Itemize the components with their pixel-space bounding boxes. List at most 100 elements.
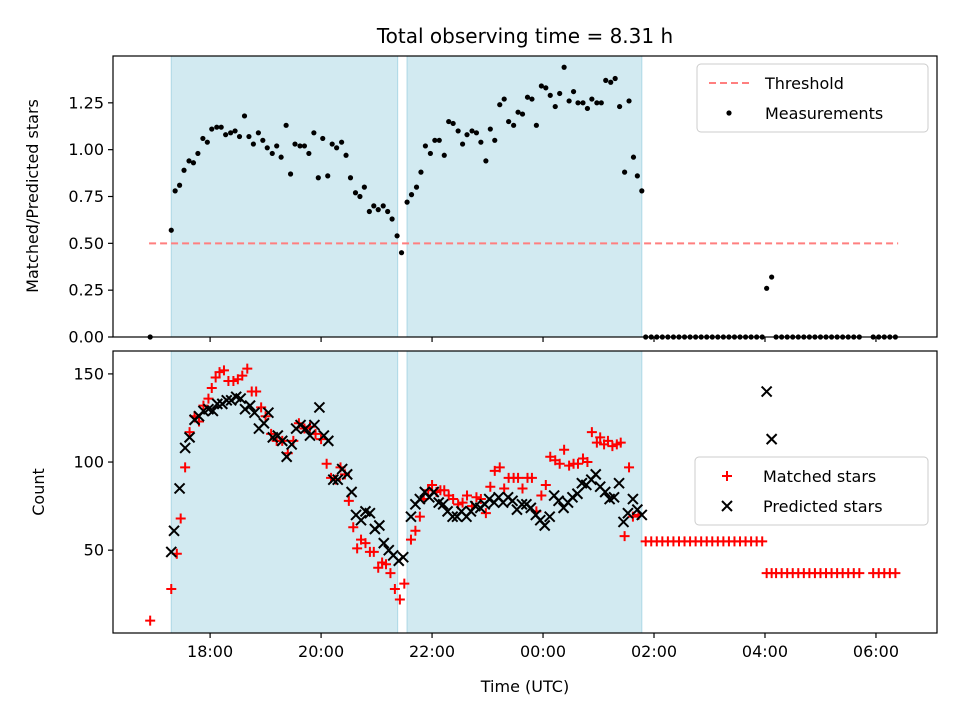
predicted-star-point — [221, 394, 233, 407]
measurement-point — [483, 158, 489, 164]
predicted-star-point — [765, 433, 778, 445]
matched-star-point — [228, 375, 239, 386]
measurement-point — [181, 167, 187, 173]
measurement-point — [195, 150, 201, 157]
predicted-star-point — [571, 488, 584, 500]
measurement-point — [223, 132, 229, 138]
matched-star-point — [471, 492, 482, 503]
matched-star-point — [381, 559, 392, 570]
measurement-point — [250, 141, 256, 147]
measurement-point — [418, 169, 424, 175]
measurement-point — [366, 208, 372, 215]
bottom-y-tick-label: 150 — [73, 364, 104, 383]
predicted-star-point — [262, 406, 275, 419]
matched-star-point — [368, 546, 379, 557]
top-y-axis-label: Matched/Predicted stars — [23, 99, 42, 293]
matched-star-point — [480, 508, 491, 519]
measurement-point — [580, 100, 586, 106]
matched-star-point — [564, 460, 575, 471]
predicted-star-point — [173, 482, 186, 495]
measurement-point — [311, 130, 317, 136]
matched-star-point — [343, 495, 354, 506]
measurement-point — [186, 158, 192, 164]
matched-star-point — [624, 462, 635, 473]
matched-star-point — [218, 365, 229, 376]
measurement-point — [630, 154, 637, 160]
measurement-point — [200, 135, 206, 142]
predicted-star-point — [636, 509, 648, 521]
top-y-tick-label: 0.25 — [68, 281, 104, 300]
legend-matched-swatch — [722, 471, 732, 481]
matched-star-point — [373, 562, 384, 573]
measurement-point — [287, 171, 294, 177]
measurement-point — [320, 135, 326, 142]
matched-star-point — [591, 437, 602, 448]
measurement-point — [228, 130, 234, 136]
measurement-point — [603, 77, 609, 83]
predicted-star-point — [211, 398, 224, 410]
bottom-x-tick-label: 04:00 — [742, 642, 788, 661]
top-legend-entry: Threshold — [764, 74, 844, 93]
predicted-star-point — [179, 442, 191, 454]
measurement-point — [325, 173, 331, 179]
top-panel: 0.00 0.25 0.50 0.75 1.00 1.25 Threshold Measure… — [68, 55, 938, 347]
measurement-point — [598, 100, 604, 106]
matched-star-point — [513, 472, 524, 483]
measurement-point — [204, 139, 210, 145]
bottom-y-tick-label: 100 — [73, 453, 104, 472]
bottom-y-axis-label: Count — [29, 468, 48, 516]
measurement-point — [639, 188, 645, 194]
measurement-point — [190, 160, 197, 166]
measurement-point — [570, 88, 577, 95]
measurement-point — [464, 132, 470, 138]
bottom-legend: Matched stars Predicted stars — [694, 456, 929, 526]
predicted-star-point — [225, 394, 237, 407]
measurement-point — [347, 175, 354, 181]
predicted-star-point — [183, 431, 196, 444]
bottom-x-axis-label: Time (UTC) — [480, 677, 569, 696]
matched-star-point — [166, 583, 177, 594]
predicted-star-point — [332, 473, 344, 486]
matched-star-point — [854, 568, 865, 579]
measurement-point — [584, 105, 591, 112]
top-y-tick-label: 0.00 — [68, 328, 104, 347]
predicted-star-point — [397, 551, 409, 563]
measurement-point — [612, 75, 618, 82]
bottom-x-tick-label: 00:00 — [520, 642, 566, 661]
measurement-point — [168, 227, 174, 233]
bottom-y-tick-label: 50 — [84, 541, 104, 560]
bottom-series-0 — [145, 363, 901, 626]
top-y-tick-label: 1.25 — [68, 93, 104, 112]
predicted-star-point — [552, 495, 565, 507]
bottom-x-tick-label: 06:00 — [853, 642, 899, 661]
measurement-point — [455, 128, 461, 134]
measurement-point — [492, 137, 498, 143]
measurement-point — [209, 126, 215, 132]
measurement-point — [413, 184, 420, 190]
matched-star-point — [582, 457, 593, 468]
matched-star-point — [237, 370, 248, 381]
measurement-point — [283, 122, 289, 128]
matched-star-point — [203, 393, 214, 404]
matched-star-point — [890, 568, 901, 579]
measurement-point — [315, 175, 321, 181]
predicted-star-point — [516, 498, 528, 511]
matched-star-point — [485, 481, 496, 492]
matched-star-point — [288, 435, 299, 446]
matched-star-point — [352, 543, 363, 554]
bottom-shaded-interval-1 — [406, 350, 643, 634]
measurement-point — [473, 130, 480, 136]
measurement-point — [519, 111, 526, 117]
measurement-point — [594, 100, 600, 106]
predicted-star-point — [276, 435, 288, 447]
matched-star-point — [439, 485, 450, 496]
matched-star-point — [757, 536, 768, 547]
bottom-x-tick-label: 02:00 — [631, 642, 677, 661]
predicted-star-point — [437, 498, 449, 511]
predicted-star-point — [355, 514, 367, 526]
matched-star-point — [405, 534, 416, 545]
measurement-point — [339, 139, 345, 145]
matched-star-point — [399, 578, 410, 589]
matched-star-point — [266, 428, 277, 439]
measurement-point — [506, 118, 512, 125]
